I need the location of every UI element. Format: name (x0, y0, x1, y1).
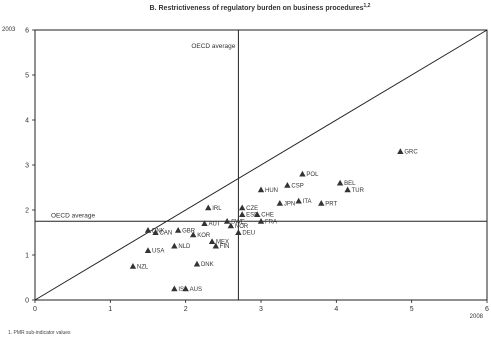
diagonal-line (34, 29, 488, 301)
axis-ticks: 0 1 2 3 4 5 6 0 1 2 3 4 5 6 (25, 28, 489, 314)
point-label: POL (306, 172, 319, 178)
point-marker (193, 260, 201, 267)
oecd-average-label-top: OECD average (191, 43, 235, 50)
y-tick-label: 2 (25, 208, 29, 215)
point-label: NOR (235, 224, 249, 230)
point-marker (284, 182, 291, 188)
point-label: SWE (231, 219, 245, 225)
point-label: TUR (352, 188, 365, 194)
point-label: PRT (325, 201, 337, 207)
point-marker (397, 148, 404, 155)
point-label: JPN (284, 201, 295, 207)
y-tick-label: 5 (25, 73, 29, 80)
point-marker (129, 263, 137, 269)
x-axis-label: 2008 (470, 314, 484, 320)
point-marker (257, 186, 265, 193)
point-marker (295, 197, 302, 204)
point-marker (344, 186, 351, 193)
point-label: CHE (261, 213, 274, 219)
point-marker (152, 229, 159, 236)
y-tick-label: 6 (25, 28, 29, 35)
point-label: AUS (190, 287, 202, 293)
point-marker (201, 220, 208, 227)
point-label: FRA (265, 219, 277, 225)
point-marker (238, 204, 246, 211)
point-marker (227, 222, 235, 229)
point-label: ISL (178, 287, 188, 293)
point-label: IRL (212, 206, 222, 212)
point-marker (336, 179, 344, 186)
x-tick-label: 4 (334, 306, 338, 313)
chart-title: B. Restrictiveness of regulatory burden … (150, 3, 371, 12)
oecd-average-label-left: OECD average (51, 212, 95, 219)
point-marker (223, 218, 231, 224)
point-marker (190, 231, 197, 238)
point-marker (276, 200, 284, 206)
point-marker (182, 285, 189, 292)
point-marker (257, 218, 265, 224)
point-label: NZL (137, 264, 149, 270)
chart-title-marker: 1,2 (364, 3, 371, 9)
x-tick-label: 3 (259, 306, 263, 313)
point-label: HUN (265, 188, 278, 194)
point-label: CSP (291, 183, 303, 189)
point-label: CAN (160, 231, 173, 237)
point-label: GBR (182, 228, 196, 234)
point-marker (174, 227, 182, 233)
point-marker (171, 242, 178, 249)
y-tick-label: 1 (25, 253, 29, 260)
point-label: DEU (242, 231, 255, 237)
x-tick-label: 1 (108, 306, 112, 313)
y-tick-label: 3 (25, 163, 29, 170)
point-label: GRC (404, 150, 418, 156)
point-label: BEL (344, 181, 356, 187)
x-tick-label: 5 (410, 306, 414, 313)
point-marker (318, 200, 325, 206)
point-label: DNK (201, 262, 214, 268)
point-label: AUT (209, 222, 221, 228)
point-marker (171, 285, 178, 292)
point-marker (254, 211, 261, 218)
point-marker (208, 238, 216, 245)
chart-title-text: B. Restrictiveness of regulatory burden … (150, 5, 364, 12)
point-label: DNK (152, 228, 165, 234)
x-tick-label: 2 (184, 306, 188, 313)
reference-lines: OECD average OECD average (34, 29, 488, 301)
point-marker (299, 170, 306, 177)
x-tick-label: 0 (33, 306, 37, 313)
point-marker (205, 204, 212, 211)
point-label: ITA (303, 199, 312, 205)
chart-footnote: 1. PMR sub-indicator values (8, 330, 71, 336)
point-label: KOR (197, 233, 211, 239)
point-label: MEX (216, 240, 229, 246)
point-marker (144, 247, 152, 254)
point-marker (235, 229, 242, 236)
y-tick-label: 0 (25, 298, 29, 305)
point-label: FIN (220, 244, 230, 250)
x-tick-label: 6 (485, 306, 489, 313)
point-marker (238, 211, 246, 218)
point-label: ESP (246, 213, 258, 219)
y-tick-label: 4 (25, 118, 29, 125)
point-label: CZE (246, 206, 258, 212)
y-axis-label: 2003 (2, 27, 16, 33)
point-label: USA (152, 249, 164, 255)
point-marker (144, 227, 152, 233)
point-label: NLD (178, 244, 191, 250)
point-marker (212, 242, 219, 249)
